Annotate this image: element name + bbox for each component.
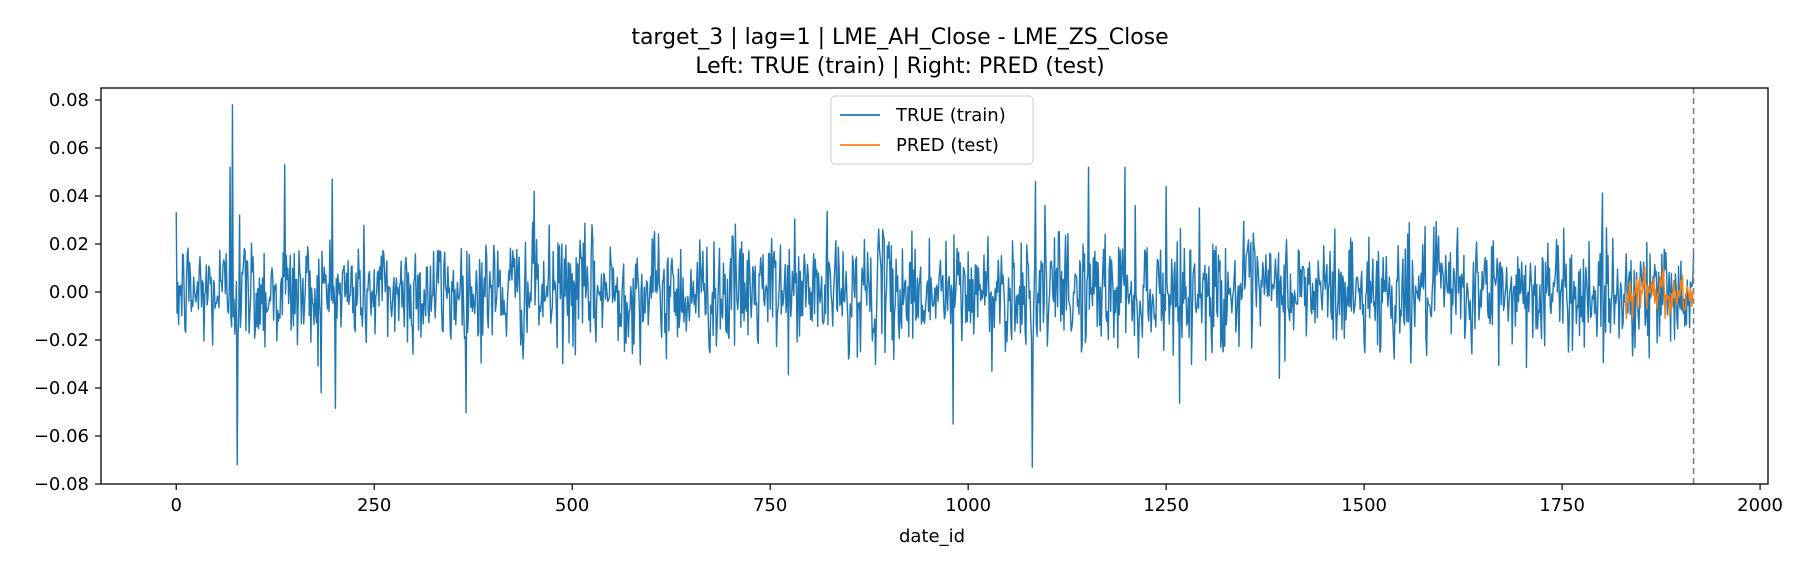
y-tick-label: −0.02 xyxy=(34,330,89,351)
plot-area xyxy=(175,88,1695,484)
y-tick-label: 0.04 xyxy=(49,186,89,207)
x-tick-label: 500 xyxy=(555,495,589,516)
x-tick-label: 2000 xyxy=(1737,495,1783,516)
y-tick-label: 0.00 xyxy=(49,282,89,303)
legend-label-pred: PRED (test) xyxy=(896,135,999,156)
y-tick-label: −0.08 xyxy=(34,474,89,495)
y-tick-label: 0.06 xyxy=(49,138,89,159)
axis-ticks: 0 250 500 750 1000 1250 1500 1750 2000 −0.08 −0.06… xyxy=(34,90,1783,516)
legend-box xyxy=(830,95,1034,165)
x-tick-label: 1250 xyxy=(1143,495,1189,516)
y-tick-label: 0.02 xyxy=(49,234,89,255)
y-tick-label: −0.06 xyxy=(34,426,89,447)
chart-title: target_3 | lag=1 | LME_AH_Close - LME_ZS… xyxy=(631,25,1168,50)
y-tick-label: 0.08 xyxy=(49,90,89,111)
series-line-true-train xyxy=(175,104,1695,468)
x-axis-label: date_id xyxy=(899,526,965,547)
legend: TRUE (train) PRED (test) xyxy=(830,95,1034,165)
legend-label-true: TRUE (train) xyxy=(895,105,1006,126)
x-tick-label: 1000 xyxy=(945,495,991,516)
x-tick-label: 0 xyxy=(171,495,182,516)
series-line-pred-test xyxy=(1624,265,1695,320)
chart-subtitle: Left: TRUE (train) | Right: PRED (test) xyxy=(695,54,1104,79)
y-tick-label: −0.04 xyxy=(34,378,89,399)
plot-frame xyxy=(100,87,1769,485)
x-tick-label: 1750 xyxy=(1539,495,1585,516)
x-tick-label: 1500 xyxy=(1341,495,1387,516)
x-tick-label: 250 xyxy=(357,495,391,516)
x-tick-label: 750 xyxy=(753,495,787,516)
